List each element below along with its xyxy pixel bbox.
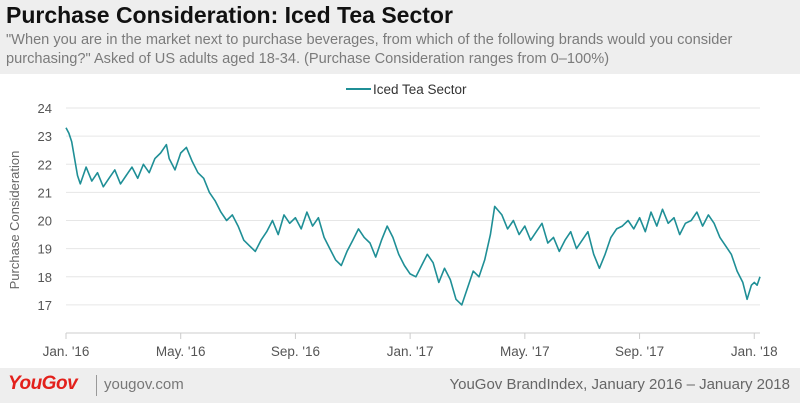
y-tick-22: 22 <box>38 157 52 172</box>
x-tick-4: May. '17 <box>500 344 550 359</box>
chart-title: Purchase Consideration: Iced Tea Sector <box>6 2 453 28</box>
chart-subtitle: "When you are in the market next to purc… <box>6 32 733 67</box>
footer-divider <box>96 375 97 396</box>
y-tick-18: 18 <box>38 270 52 285</box>
x-tick-6: Jan. '18 <box>731 344 778 359</box>
series-line-iced-tea-sector <box>65 127 761 306</box>
y-tick-24: 24 <box>38 101 52 116</box>
y-tick-19: 19 <box>38 242 52 257</box>
series-iced-tea-sector <box>65 127 761 306</box>
footer: YouGov yougov.com YouGov BrandIndex, Jan… <box>0 368 800 403</box>
y-gridlines <box>66 107 760 306</box>
x-tick-1: May. '16 <box>156 344 206 359</box>
chart: 17 18 19 20 21 22 23 24 Jan. '16 May. '16 Sep. '1… <box>7 82 778 359</box>
x-tick-5: Sep. '17 <box>615 344 664 359</box>
x-tick-labels: Jan. '16 May. '16 Sep. '16 Jan. '17 May. '17… <box>43 333 778 359</box>
x-tick-0: Jan. '16 <box>43 344 90 359</box>
source-note: YouGov BrandIndex, January 2016 – Januar… <box>449 376 790 393</box>
legend-label-iced-tea-sector: Iced Tea Sector <box>373 82 467 97</box>
y-axis-label: Purchase Consideration <box>7 151 22 290</box>
x-tick-3: Jan. '17 <box>387 344 434 359</box>
y-tick-20: 20 <box>38 214 52 229</box>
header: Purchase Consideration: Iced Tea Sector … <box>0 0 800 74</box>
y-tick-17: 17 <box>38 298 52 313</box>
yougov-logo[interactable]: YouGov <box>8 373 78 394</box>
x-tick-2: Sep. '16 <box>271 344 320 359</box>
y-tick-21: 21 <box>38 185 52 200</box>
y-tick-23: 23 <box>38 129 52 144</box>
legend: Iced Tea Sector <box>346 82 467 97</box>
y-tick-labels: 17 18 19 20 21 22 23 24 <box>38 101 52 313</box>
site-link[interactable]: yougov.com <box>104 376 184 393</box>
